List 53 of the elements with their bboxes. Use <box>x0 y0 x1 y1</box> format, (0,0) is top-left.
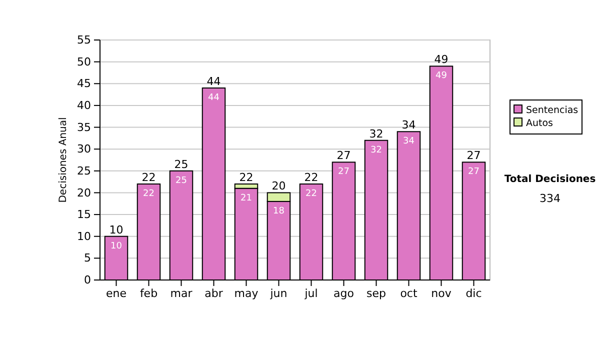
total-label: 27 <box>336 149 351 162</box>
data-label: 49 <box>436 71 448 82</box>
data-label: 22 <box>143 189 154 199</box>
data-label: 10 <box>110 241 122 252</box>
legend-label: Autos <box>526 118 554 129</box>
text: Total Decisiones <box>504 174 596 185</box>
text: 334 <box>540 192 560 205</box>
y-tick-label: 35 <box>77 120 91 134</box>
y-tick-label: 55 <box>77 34 91 47</box>
y-axis-title: Decisiones Anual <box>58 117 69 203</box>
data-label: 27 <box>338 167 350 178</box>
data-label: 22 <box>306 189 317 199</box>
x-tick-label: ene <box>106 286 127 300</box>
total-label: 10 <box>109 223 124 236</box>
x-tick-label: feb <box>140 286 158 300</box>
total-label: 27 <box>466 149 481 162</box>
data-label: 34 <box>403 136 415 147</box>
x-tick-label: dic <box>466 286 482 300</box>
total-label: 25 <box>174 158 188 171</box>
y-tick-label: 30 <box>77 142 91 156</box>
data-label: 25 <box>176 176 187 186</box>
y-tick-label: 45 <box>77 77 91 90</box>
y-tick-label: 20 <box>77 186 91 200</box>
x-tick-label: may <box>234 286 259 300</box>
x-tick-label: abr <box>204 286 224 300</box>
x-tick-label: nov <box>431 286 452 300</box>
y-tick-label: 25 <box>77 164 91 178</box>
data-label: 27 <box>468 167 480 178</box>
x-tick-label: sep <box>366 286 386 300</box>
data-label: 44 <box>208 93 220 103</box>
total-label: 20 <box>272 180 286 193</box>
data-label: 18 <box>273 206 285 216</box>
total-label: 22 <box>142 171 156 184</box>
x-tick-label: ago <box>334 286 354 300</box>
x-tick-label: jun <box>269 286 288 300</box>
total-label: 49 <box>434 53 448 66</box>
x-tick-label: mar <box>170 286 193 300</box>
y-tick-label: 50 <box>77 55 91 68</box>
y-tick-label: 40 <box>77 98 91 112</box>
total-label: 44 <box>206 75 221 88</box>
legend-label: Sentencias <box>526 105 578 116</box>
y-tick-label: 5 <box>84 252 91 265</box>
data-label: 32 <box>370 145 382 156</box>
total-label: 34 <box>402 118 416 132</box>
y-tick-label: 15 <box>77 208 91 222</box>
x-tick-label: jul <box>304 286 318 300</box>
y-tick-label: 0 <box>84 274 91 287</box>
y-tick-label: 10 <box>77 230 91 243</box>
total-label: 22 <box>239 171 254 184</box>
total-label: 32 <box>369 127 384 140</box>
data-label: 21 <box>240 193 252 204</box>
x-tick-label: oct <box>400 286 418 300</box>
total-label: 22 <box>304 171 318 184</box>
